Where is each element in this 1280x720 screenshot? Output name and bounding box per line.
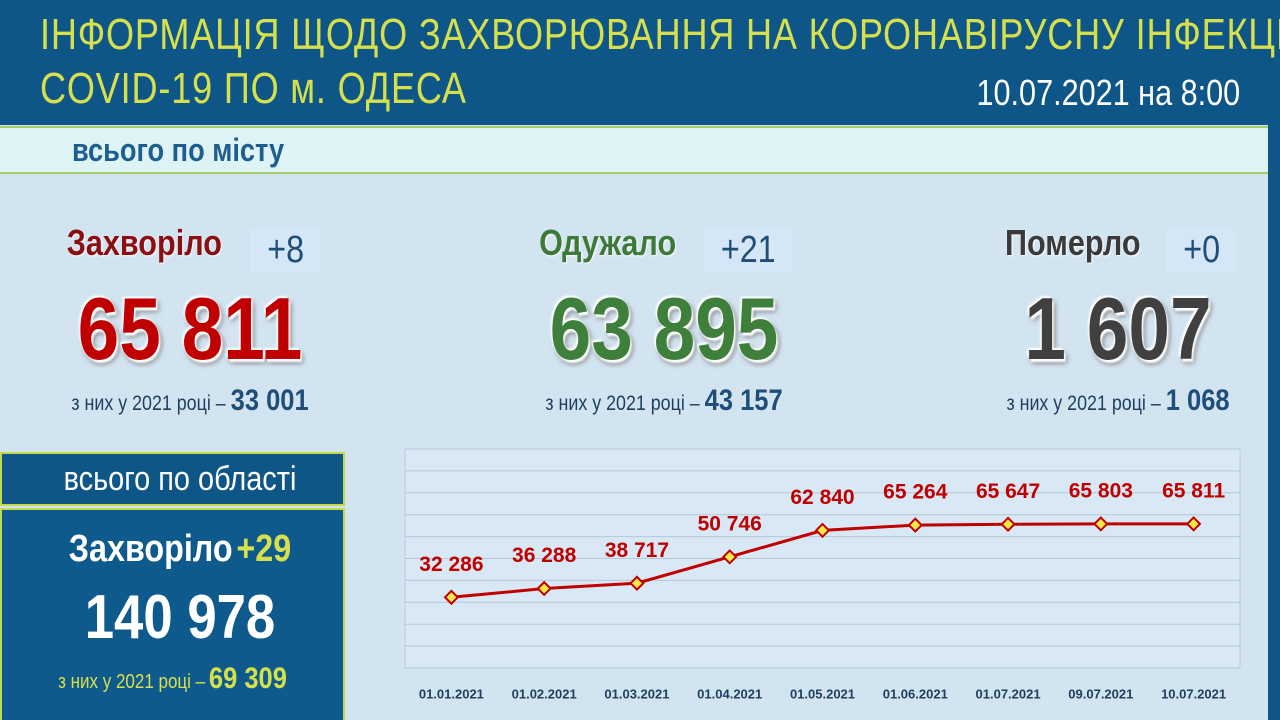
frame — [1268, 125, 1280, 720]
marker — [1000, 516, 1016, 533]
data-label: 65 811 — [1162, 479, 1225, 502]
x-tick-label: 01.07.2021 — [976, 686, 1041, 701]
x-tick-label: 01.05.2021 — [790, 686, 855, 701]
marker — [814, 522, 831, 539]
year-note: з них у 2021 році – 43 157 — [494, 384, 834, 418]
stat-delta: +0 — [1166, 229, 1238, 273]
year-note: з них у 2021 році – 1 068 — [948, 384, 1280, 418]
marker — [1093, 516, 1109, 532]
stat-card: Одужало +21 63 895 з них у 2021 році – 43… — [464, 222, 864, 418]
stat-total: 65 811 — [77, 279, 303, 379]
stat-label: Одужало — [539, 222, 677, 263]
note-text: з них у 2021 році – — [1006, 392, 1161, 416]
marker — [536, 580, 552, 597]
note-text: з них у 2021 році – — [545, 392, 700, 416]
region-stat: Захворіло +29 — [27, 528, 333, 571]
data-label: 50 746 — [698, 512, 762, 535]
marker — [721, 549, 738, 565]
x-tick-label: 01.04.2021 — [697, 686, 762, 701]
note-value: 43 157 — [704, 384, 783, 418]
region-header — [0, 452, 345, 506]
title: COVID-19 ПО м. ОДЕСА — [40, 64, 467, 113]
x-tick-label: 01.02.2021 — [512, 686, 577, 701]
x-tick-label: 01.06.2021 — [883, 686, 948, 701]
year-note: з них у 2021 році – 33 001 — [20, 384, 360, 418]
stat-delta: +8 — [249, 229, 321, 273]
year-note: з них у 2021 році – 69 309 — [26, 662, 319, 696]
section-band — [0, 126, 1280, 174]
stat-total: 63 895 — [549, 279, 779, 379]
x-tick-label: 01.01.2021 — [419, 686, 484, 701]
note-value: 1 068 — [1165, 384, 1230, 418]
data-label: 36 288 — [512, 544, 577, 567]
data-label: 62 840 — [790, 486, 854, 509]
marker — [1185, 516, 1202, 532]
stat-total: 1 607 — [1024, 279, 1212, 379]
header — [0, 0, 1280, 125]
chart: 01.01.2021 01.02.2021 01.03.2021 01.04.2021… — [404, 448, 1241, 701]
note-value: 33 001 — [230, 384, 309, 418]
x-tick-label: 10.07.2021 — [1161, 686, 1226, 701]
x-tick-label: 01.03.2021 — [604, 686, 669, 701]
stat-label: Захворіло — [68, 528, 233, 570]
stat-card: Захворіло +8 65 811 з них у 2021 році – 3… — [0, 222, 390, 418]
stat-total: 140 978 — [84, 583, 276, 652]
x-tick-label: 09.07.2021 — [1068, 686, 1133, 701]
data-label: 32 286 — [419, 553, 483, 576]
date: 10.07.2021 на 8:00 — [976, 72, 1240, 113]
marker — [629, 575, 645, 591]
marker — [907, 517, 924, 533]
stat-card: Померло +0 1 607 з них у 2021 році – 1 06… — [918, 222, 1280, 418]
data-label: 65 264 — [883, 481, 948, 504]
note-text: з них у 2021 році – — [71, 392, 226, 416]
region-panel — [0, 508, 345, 720]
stat-label: Захворіло — [66, 222, 222, 263]
data-label: 38 717 — [605, 539, 669, 562]
stat-label: Померло — [1004, 222, 1141, 263]
note-text: з них у 2021 році – — [58, 671, 206, 693]
region-label: всього по області — [63, 460, 297, 498]
note-value: 69 309 — [208, 662, 287, 695]
stat-delta: +29 — [236, 528, 292, 570]
section-label: всього по місту — [72, 132, 285, 168]
stat-delta: +21 — [704, 229, 794, 273]
title: ІНФОРМАЦІЯ ЩОДО ЗАХВОРЮВАННЯ НА КОРОНАВІ… — [40, 10, 1280, 59]
data-label: 65 803 — [1069, 479, 1133, 502]
marker — [443, 589, 460, 606]
data-label: 65 647 — [976, 480, 1040, 503]
